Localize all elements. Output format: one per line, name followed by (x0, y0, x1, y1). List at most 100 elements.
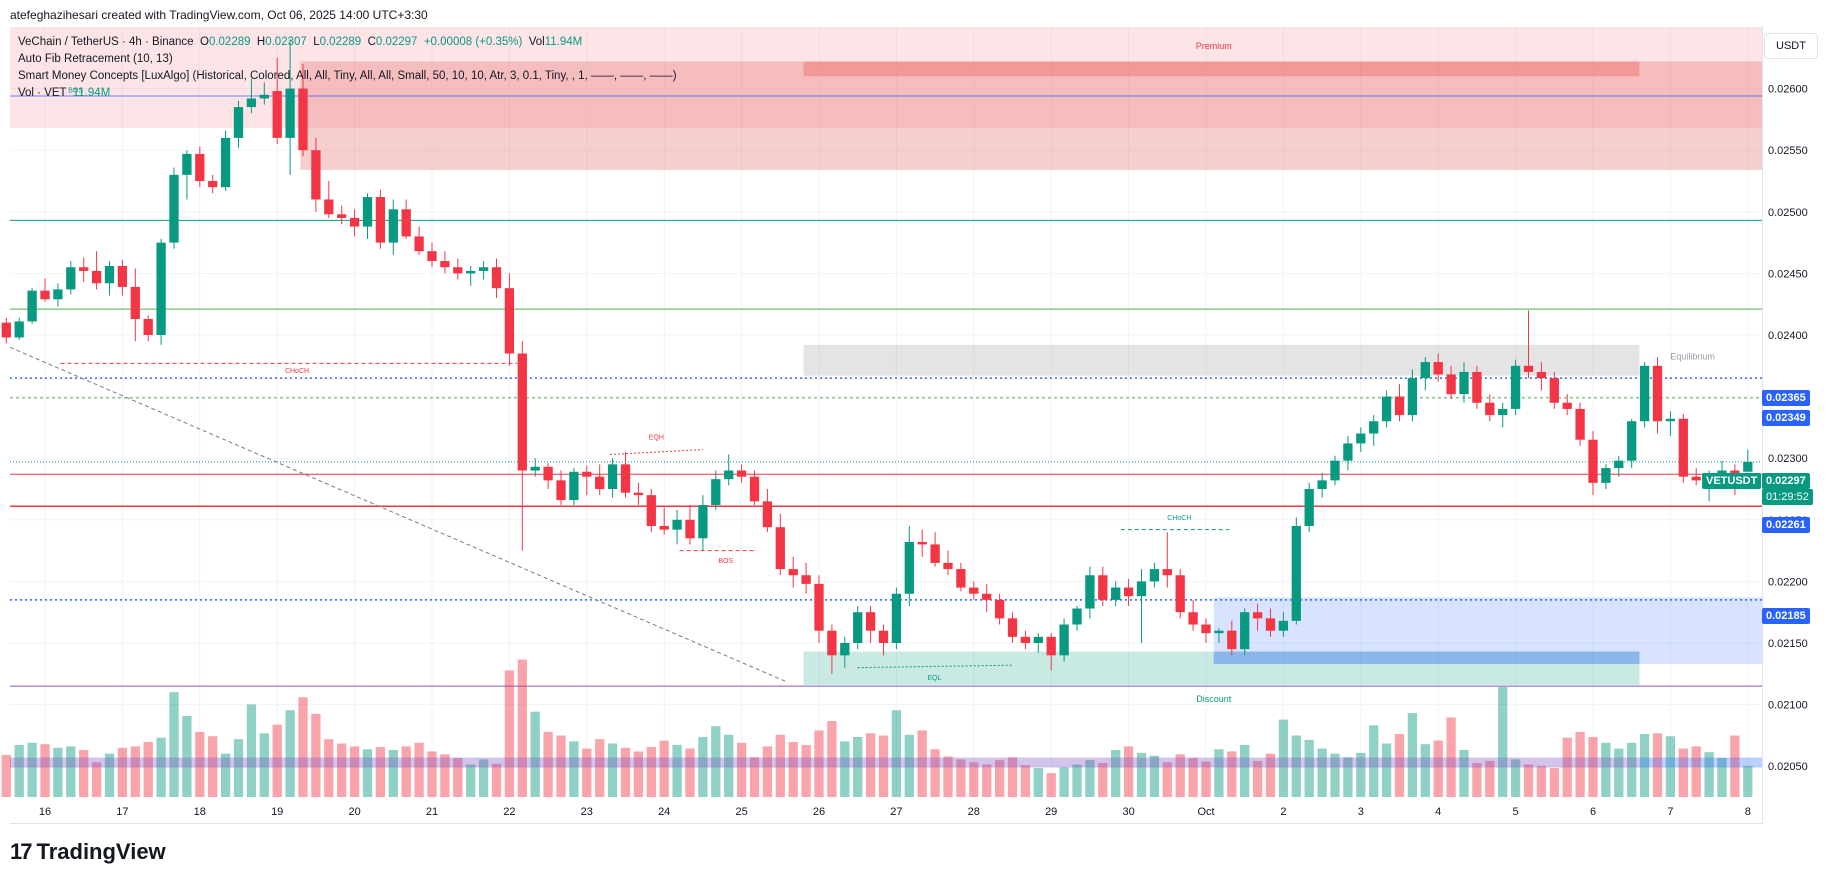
bos-label-2: BOS (718, 558, 733, 565)
candle-body (530, 466, 540, 471)
x-tick-label: 25 (735, 806, 747, 818)
candle-body (1304, 489, 1314, 526)
volume-bar (569, 741, 579, 797)
y-tick-label: 0.02600 (1768, 84, 1808, 96)
candle-body (1614, 460, 1624, 469)
volume-bar (362, 749, 373, 797)
candle-body (1665, 418, 1676, 422)
volume-bar (285, 710, 295, 797)
candle-body (362, 197, 373, 227)
candle-body (607, 464, 618, 489)
last-price-pill: 0.02297 (1762, 473, 1810, 489)
symbol-title[interactable]: VeChain / TetherUS · 4h · Binance (18, 36, 194, 48)
volume-bar (1730, 735, 1740, 797)
candle-body (427, 251, 437, 262)
candle-body (827, 630, 837, 656)
close-label: C (367, 36, 376, 48)
candle-body (672, 519, 682, 530)
candle-body (1162, 569, 1172, 576)
candle-body (1356, 433, 1366, 444)
candle-body (1459, 371, 1469, 395)
candle-body (324, 199, 334, 215)
volume-bar (1369, 725, 1379, 797)
candle-body (1446, 374, 1456, 395)
candle-body (1562, 402, 1572, 409)
candle-body (27, 290, 37, 322)
volume-bar (659, 740, 669, 797)
volume-bar (246, 704, 257, 797)
candle-body (1317, 480, 1327, 489)
volume-bar (1175, 754, 1185, 797)
x-tick-label: 20 (348, 806, 360, 818)
volume-bar (1510, 759, 1521, 797)
candle-body (801, 575, 811, 584)
volume-bar (749, 757, 760, 797)
candle-body (504, 288, 515, 354)
candle-body (595, 476, 605, 489)
eql-label: EQL (927, 675, 941, 682)
candle-body (543, 466, 553, 481)
candle-body (891, 593, 902, 643)
volume-bar (1111, 749, 1121, 797)
change-value: +0.00008 (+0.35%) (423, 36, 523, 48)
x-tick-label: 29 (1045, 806, 1057, 818)
volume-bar (1020, 765, 1031, 797)
volume-bar (865, 733, 876, 797)
y-tick-label: 0.02100 (1768, 700, 1808, 712)
volume-indicator-row[interactable]: Vol · VET 11.94M (18, 85, 677, 102)
x-tick-label: 28 (968, 806, 980, 818)
ema-band (10, 757, 1640, 768)
candle-body (853, 612, 863, 643)
candle-body (1381, 396, 1392, 422)
candle-body (143, 318, 153, 335)
volume-bar (1614, 748, 1624, 797)
candle-body (1291, 525, 1301, 621)
volume-bar (1743, 765, 1753, 797)
candle-body (1046, 636, 1056, 656)
volume-bar (504, 670, 515, 797)
candle-body (208, 181, 218, 188)
tradingview-mark-icon: 17 (10, 839, 33, 864)
volume-bar (259, 733, 269, 797)
open-label: O (199, 36, 209, 48)
candle-body (1536, 371, 1547, 379)
volume-indicator-label: Vol · VET (18, 87, 67, 99)
volume-bar (491, 763, 502, 797)
discount-zone (803, 651, 1640, 685)
x-tick-label: 23 (581, 806, 593, 818)
fib-indicator-row[interactable]: Auto Fib Retracement (10, 13) (18, 53, 173, 65)
discount-block (1213, 597, 1762, 664)
candle-body (1472, 371, 1482, 403)
volume-bar (517, 659, 527, 797)
y-tick-label: 0.02150 (1768, 638, 1808, 650)
volume-bar (1188, 757, 1198, 797)
volume-bar (1485, 760, 1495, 797)
candle-body (904, 541, 914, 594)
candle-body (646, 495, 656, 526)
ema-band-tail (1639, 757, 1762, 768)
volume-bar (556, 735, 566, 797)
tradingview-logo[interactable]: 17 TradingView (10, 839, 166, 865)
smc-indicator-row[interactable]: Smart Money Concepts [LuxAlgo] (Historic… (18, 70, 677, 82)
choch-label-1: CHoCH (285, 368, 309, 375)
volume-bar (1652, 733, 1663, 797)
candle-body (246, 98, 257, 108)
candle-body (130, 286, 140, 319)
candle-body (1549, 378, 1559, 403)
candle-body (91, 270, 102, 284)
premium-label: Premium (1196, 41, 1232, 51)
volume-bar (685, 748, 695, 797)
candle-body (569, 471, 579, 501)
candle-body (388, 209, 398, 243)
bos-label-1: BOS (68, 87, 83, 94)
volume-bar (311, 713, 321, 797)
candle-body (1369, 421, 1379, 434)
volume-bar (27, 742, 37, 797)
chart-legend: VeChain / TetherUS · 4h · Binance O0.022… (18, 34, 677, 102)
candle-body (79, 267, 89, 271)
volume-bar (466, 764, 476, 797)
candle-body (478, 267, 489, 271)
currency-button[interactable]: USDT (1764, 33, 1818, 59)
x-tick-label: 6 (1590, 806, 1596, 818)
